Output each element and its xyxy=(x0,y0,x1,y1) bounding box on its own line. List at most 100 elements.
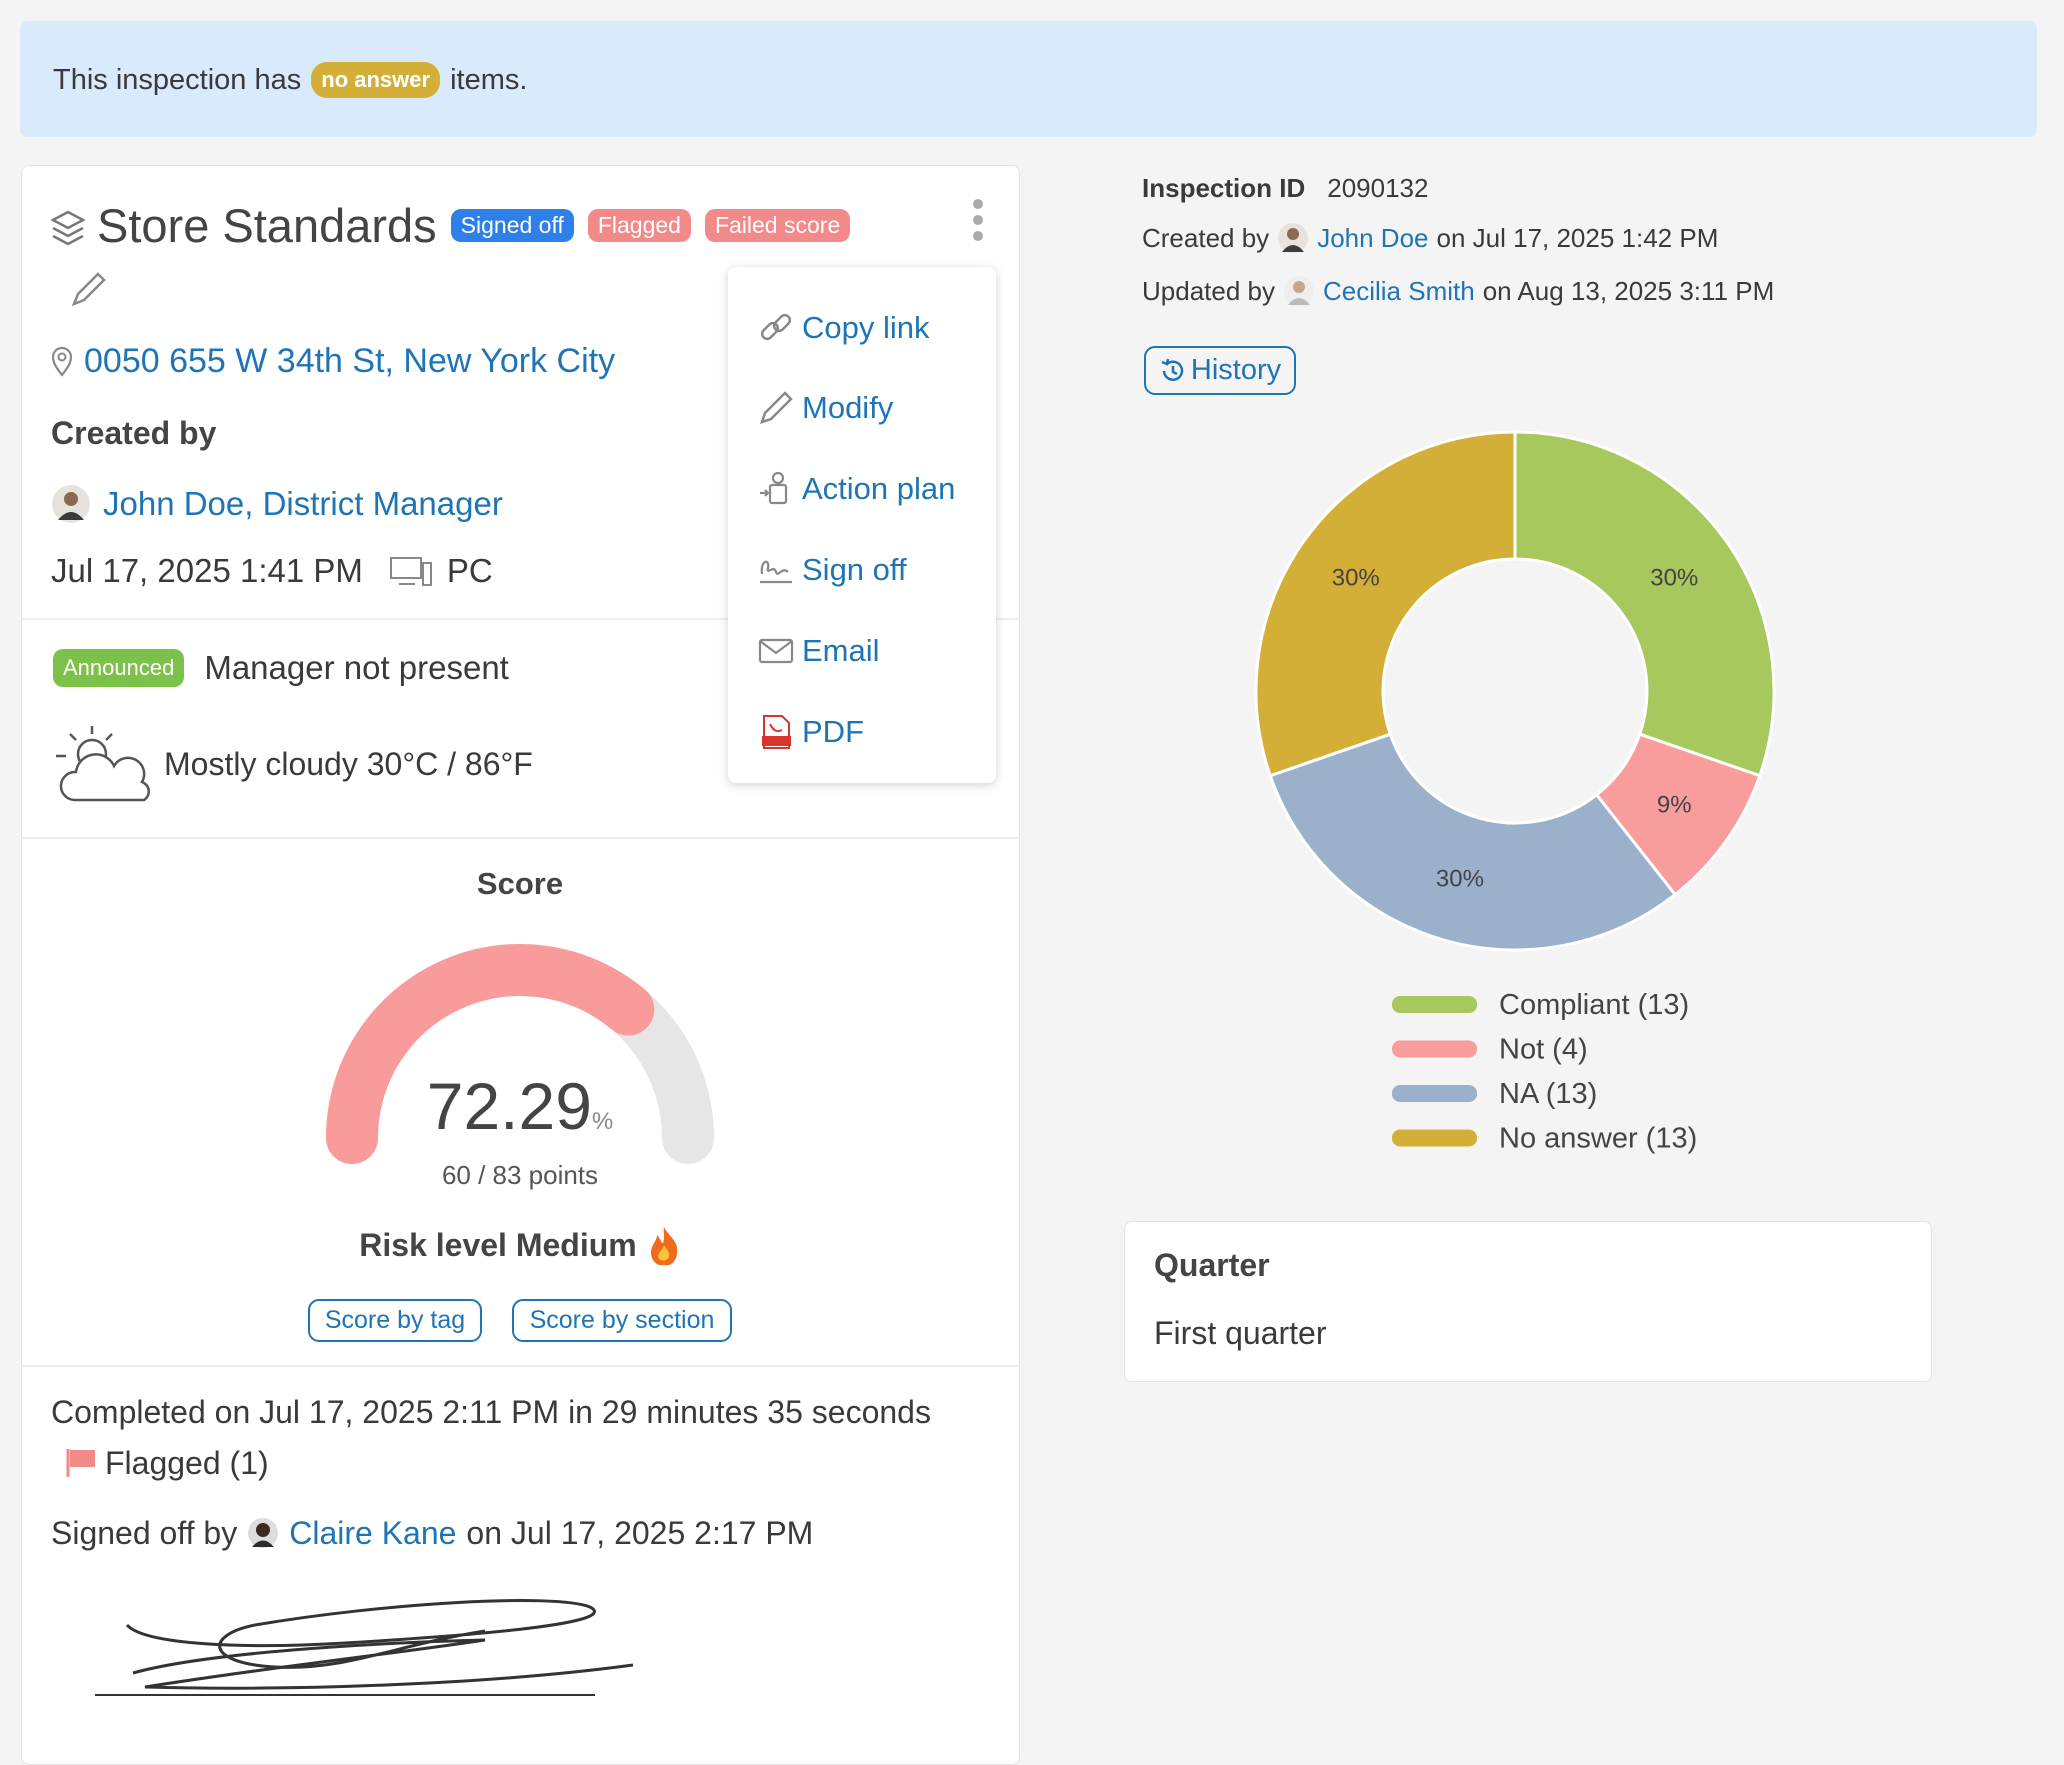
layers-icon xyxy=(50,210,86,246)
history-button[interactable]: History xyxy=(1144,346,1296,395)
signer-link[interactable]: Claire Kane xyxy=(289,1514,457,1551)
id-row: Inspection ID 2090132 xyxy=(1142,170,1428,206)
score-title: Score xyxy=(476,866,564,901)
divider xyxy=(21,1365,1020,1367)
quarter-card xyxy=(1124,1221,1932,1382)
donut-slice xyxy=(1268,732,1678,952)
created-meta-row: Created by John Doe on Jul 17, 2025 1:42… xyxy=(1142,220,1718,256)
legend-label: Not (4) xyxy=(1499,1034,1588,1066)
action-plan-icon xyxy=(760,471,788,505)
title-row: Store Standards Signed off Flagged Faile… xyxy=(97,198,851,252)
announced-badge: Announced xyxy=(53,649,185,687)
pdf-icon xyxy=(762,715,791,749)
legend-label: No answer (13) xyxy=(1499,1123,1697,1155)
created-by-label: Created by xyxy=(51,414,217,451)
legend-swatch xyxy=(1392,1129,1477,1147)
no-answer-badge: no answer xyxy=(311,62,441,98)
menu-item[interactable]: Sign off xyxy=(728,545,996,595)
legend-swatch xyxy=(1392,996,1477,1013)
updated-name-link[interactable]: Cecilia Smith xyxy=(1322,275,1475,306)
menu-item[interactable]: PDF xyxy=(728,707,996,757)
inspection-id: 2090132 xyxy=(1327,172,1429,203)
flag-icon xyxy=(66,1449,95,1477)
menu-item[interactable]: Copy link xyxy=(728,303,996,353)
creator-row: John Doe, District Manager xyxy=(51,483,503,525)
created-name-link[interactable]: John Doe xyxy=(1317,222,1429,253)
creator-link[interactable]: John Doe, District Manager xyxy=(103,485,503,522)
legend-swatch xyxy=(1392,1085,1477,1102)
menu-item[interactable]: Modify xyxy=(728,383,996,433)
score-gauge xyxy=(326,944,714,1164)
history-label: History xyxy=(1190,354,1282,386)
quarter-label: Quarter xyxy=(1154,1247,1270,1283)
flame-icon xyxy=(650,1227,677,1265)
date-row: Jul 17, 2025 1:41 PM PC xyxy=(51,550,493,592)
created-prefix: Created by xyxy=(1142,222,1270,253)
updated-meta-row: Updated by Cecilia Smith on Aug 13, 2025… xyxy=(1142,273,1774,309)
email-icon xyxy=(758,638,794,664)
signed-prefix: Signed off by xyxy=(51,1514,238,1551)
legend-label: NA (13) xyxy=(1499,1078,1597,1110)
created-at: Jul 17, 2025 1:41 PM xyxy=(51,552,363,589)
weather-row: Mostly cloudy 30°C / 86°F xyxy=(50,722,533,806)
created-suffix: on Jul 17, 2025 1:42 PM xyxy=(1436,222,1719,253)
actions-menu: Copy link Modify Action plan Sign off Em… xyxy=(728,267,996,783)
completed: Completed on Jul 17, 2025 2:11 PM in 29 … xyxy=(51,1393,931,1430)
modify-icon xyxy=(760,391,793,424)
donut-chart: 30% 9% 30% 30% Compliant (13) Not (4) NA (13) N… xyxy=(1254,430,1776,1155)
banner-after: items. xyxy=(450,63,528,96)
device-icon xyxy=(389,557,432,586)
menu-label: PDF xyxy=(802,714,864,749)
sign-off-icon xyxy=(760,560,792,584)
risk-level: Risk level Medium xyxy=(359,1226,637,1263)
device: PC xyxy=(446,552,493,589)
banner-text: This inspection has no answer items. xyxy=(53,60,527,100)
quarter-value: First quarter xyxy=(1154,1315,1327,1351)
flagged-count: Flagged (1) xyxy=(105,1444,269,1481)
signed-row: Signed off by Claire Kane on Jul 17, 202… xyxy=(51,1512,813,1554)
gauge-value xyxy=(326,944,655,1164)
menu-label: Copy link xyxy=(802,310,930,345)
address-link[interactable]: 0050 655 W 34th St, New York City xyxy=(84,341,616,380)
failed-badge: Failed score xyxy=(704,208,851,242)
manager-note: Manager not present xyxy=(204,649,509,686)
slice-label: 30% xyxy=(1436,866,1484,893)
link-icon xyxy=(760,313,792,341)
donut-slice xyxy=(1513,430,1776,778)
score-by-tag-button[interactable]: Score by tag xyxy=(308,1299,482,1342)
slice-label: 30% xyxy=(1332,565,1380,592)
flagged-row: Flagged (1) xyxy=(65,1442,269,1484)
score-value-row: 72.29 % xyxy=(320,1068,720,1143)
announced-row: Announced Manager not present xyxy=(53,647,509,689)
weather-icon xyxy=(56,726,151,802)
donut-slice xyxy=(1254,430,1517,778)
inspection-title: Store Standards xyxy=(97,198,437,252)
creator-avatar xyxy=(52,485,90,523)
menu-item[interactable]: Action plan xyxy=(728,464,996,514)
flagged-badge: Flagged xyxy=(587,208,691,242)
updater-avatar xyxy=(1283,276,1314,306)
signed-off-badge: Signed off xyxy=(450,208,574,242)
menu-item[interactable]: Email xyxy=(728,626,996,676)
signer-avatar xyxy=(248,1518,279,1548)
menu-label: Action plan xyxy=(802,471,956,506)
score-by-section-button[interactable]: Score by section xyxy=(512,1299,732,1342)
pin-icon xyxy=(51,346,73,377)
history-icon xyxy=(1161,358,1184,381)
divider xyxy=(21,837,1020,839)
divider xyxy=(21,618,1020,620)
score-value: 72.29 xyxy=(426,1069,592,1143)
id-label: Inspection ID xyxy=(1142,172,1306,203)
slice-label: 30% xyxy=(1650,565,1698,592)
risk-row: Risk level Medium xyxy=(320,1223,720,1267)
signed-suffix: on Jul 17, 2025 2:17 PM xyxy=(466,1514,814,1551)
score-unit: % xyxy=(591,1108,614,1135)
edit-icon[interactable] xyxy=(70,272,106,308)
banner-before: This inspection has xyxy=(53,63,302,96)
updated-prefix: Updated by xyxy=(1142,275,1275,306)
weather: Mostly cloudy 30°C / 86°F xyxy=(164,745,533,782)
legend-label: Compliant (13) xyxy=(1499,989,1689,1021)
kebab-menu[interactable] xyxy=(967,198,989,242)
creator-avatar xyxy=(1278,223,1309,253)
address-row: 0050 655 W 34th St, New York City xyxy=(50,340,615,382)
